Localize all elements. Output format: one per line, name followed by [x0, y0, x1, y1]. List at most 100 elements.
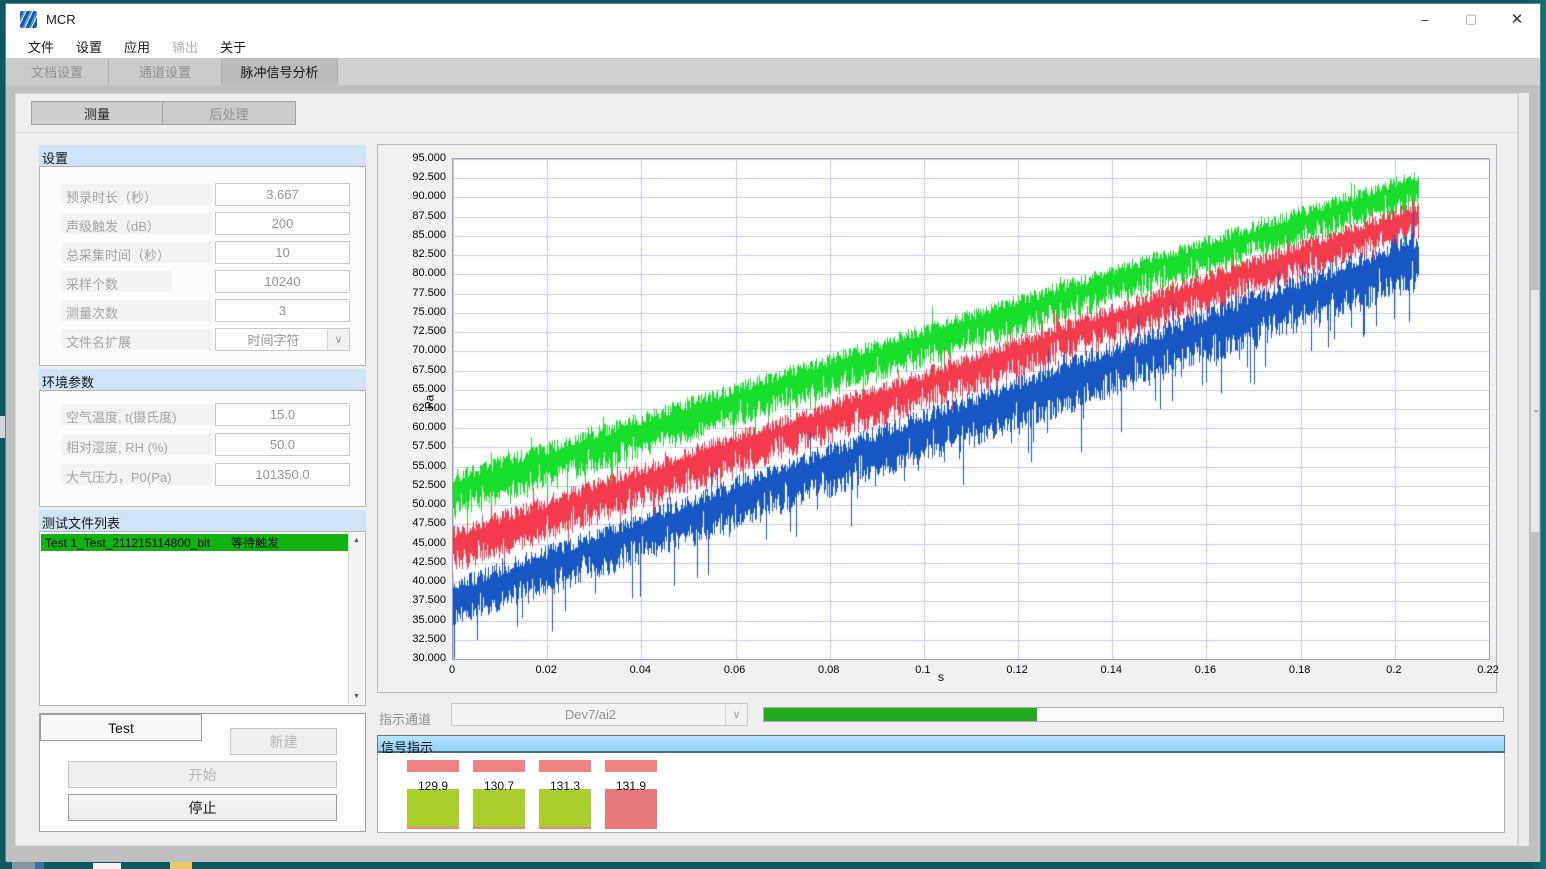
signal-strip-4	[605, 760, 657, 772]
tab-channel-settings[interactable]: 通道设置	[109, 58, 222, 85]
y-tick-label: 90.000	[412, 190, 446, 203]
field-input-pressure[interactable]: 101350.0	[215, 463, 350, 486]
y-tick-label: 40.000	[412, 575, 446, 588]
x-axis-label: s	[938, 670, 944, 684]
test-name-input[interactable]: Test	[40, 714, 202, 741]
subtab-measure[interactable]: 测量	[31, 101, 162, 125]
tab-document-settings[interactable]: 文档设置	[6, 58, 109, 85]
signal-strip-1	[407, 760, 459, 772]
y-tick-label: 52.500	[412, 478, 446, 491]
scroll-down-icon[interactable]: ▼	[353, 693, 360, 700]
progress-bar	[763, 707, 1504, 722]
y-tick-label: 45.000	[412, 536, 446, 549]
field-label-air-temp: 空气温度, t(摄氏度)	[62, 404, 227, 425]
close-button[interactable]: ✕	[1510, 11, 1524, 28]
tab-pulse-signal-analysis[interactable]: 脉冲信号分析	[222, 58, 338, 85]
x-tick-label: 0	[448, 664, 456, 676]
x-tick-label: 0.18	[1288, 664, 1311, 676]
signal-value-4: 131.9	[615, 779, 647, 793]
file-list-row[interactable]: Test 1_Test_211215114800_blt 等待触发	[41, 534, 348, 551]
content-right-strip	[1518, 93, 1529, 846]
field-dropdown-filename-ext[interactable]: 时间字符 ∨	[215, 328, 350, 351]
file-status: 等待触发	[231, 536, 280, 550]
waveform-plot[interactable]	[452, 158, 1490, 660]
settings-header: 设置	[39, 145, 366, 166]
field-input-level-trigger[interactable]: 200	[215, 212, 350, 235]
dropdown-value: 时间字符	[247, 333, 300, 348]
environment-header: 环境参数	[39, 369, 366, 390]
desktop-fragment	[0, 416, 5, 438]
x-tick-label: 0.1	[915, 664, 931, 676]
tab-strip: 文档设置 通道设置 脉冲信号分析	[6, 58, 1540, 85]
signal-value-1: 129.9	[417, 779, 449, 793]
y-tick-label: 57.500	[412, 440, 446, 453]
subtab-postprocess[interactable]: 后处理	[162, 101, 296, 125]
field-label-humidity: 相对湿度, RH (%)	[62, 434, 212, 455]
y-tick-label: 70.000	[412, 344, 446, 357]
pane-collapse-handle[interactable]: ‹	[1530, 289, 1540, 533]
maximize-button[interactable]: ▢	[1464, 11, 1478, 26]
controls-box: Test 新建 开始 停止	[39, 713, 366, 832]
y-tick-label: 37.500	[412, 594, 446, 607]
x-tick-label: 0.02	[535, 664, 557, 676]
file-list-header: 测试文件列表	[39, 510, 366, 531]
menu-about[interactable]: 关于	[220, 39, 247, 55]
start-button: 开始	[68, 761, 337, 788]
waveform-canvas	[453, 159, 1489, 659]
x-tick-label: 0.08	[818, 664, 840, 676]
menu-apply[interactable]: 应用	[124, 39, 151, 55]
menu-output: 输出	[172, 39, 199, 55]
signal-panel-body: 129.9 130.7 131.3 131.9	[377, 753, 1505, 833]
chevron-down-icon: ∨	[725, 704, 747, 725]
y-tick-label: 75.000	[412, 305, 446, 318]
chart-panel: Pa s 95.000 92.500 90.000 87.500 85.000 82.50…	[377, 144, 1499, 693]
x-tick-label: 0.04	[629, 664, 652, 676]
field-label-level-trigger: 声级触发（dB）	[62, 213, 212, 234]
desktop-fragment	[35, 862, 44, 869]
indicator-channel-label: 指示通道	[379, 712, 432, 727]
menu-bar: 文件 设置 应用 输出 关于	[6, 34, 1540, 58]
y-tick-label: 80.000	[412, 267, 446, 280]
y-tick-label: 42.500	[412, 555, 446, 568]
stop-button[interactable]: 停止	[68, 794, 337, 821]
field-input-air-temp[interactable]: 15.0	[215, 403, 350, 426]
field-input-prerecord[interactable]: 3.667	[215, 183, 350, 206]
y-tick-label: 67.500	[412, 363, 446, 376]
x-tick-label: 0.22	[1477, 664, 1499, 676]
field-input-humidity[interactable]: 50.0	[215, 433, 350, 456]
signal-value-2: 130.7	[483, 779, 515, 793]
x-tick-label: 0.2	[1386, 664, 1402, 676]
title-bar[interactable]: MCR – ▢ ✕	[6, 4, 1540, 34]
y-tick-label: 50.000	[412, 498, 446, 511]
file-name: Test 1_Test_211215114800_blt	[45, 535, 211, 550]
indicator-channel-dropdown[interactable]: Dev7/ai2 ∨	[451, 703, 748, 726]
scroll-up-icon[interactable]: ▲	[353, 537, 360, 544]
field-label-total-time: 总采集时间（秒）	[62, 242, 212, 263]
field-input-samples[interactable]: 10240	[215, 270, 350, 293]
field-input-measure-count[interactable]: 3	[215, 299, 350, 322]
file-list-scrollbar[interactable]: ▲ ▼	[348, 533, 364, 704]
x-tick-label: 0.14	[1100, 664, 1122, 676]
test-file-list[interactable]: Test 1_Test_211215114800_blt 等待触发 ▲ ▼	[39, 531, 366, 706]
signal-square-2	[473, 789, 525, 829]
field-input-total-time[interactable]: 10	[215, 241, 350, 264]
field-label-pressure: 大气压力，P0(Pa)	[62, 464, 212, 485]
signal-square-4	[605, 789, 657, 829]
signal-square-3	[539, 789, 591, 829]
y-tick-label: 62.500	[412, 402, 446, 414]
minimize-button[interactable]: –	[1421, 11, 1429, 27]
new-button: 新建	[230, 728, 337, 755]
signal-square-1	[407, 789, 459, 829]
y-tick-label: 82.500	[412, 248, 446, 261]
progress-fill	[764, 708, 1038, 721]
signal-strip-2	[473, 760, 525, 772]
y-tick-label: 35.000	[412, 613, 446, 626]
menu-file[interactable]: 文件	[28, 39, 55, 55]
y-tick-label: 55.000	[412, 459, 446, 472]
field-label-samples: 采样个数	[62, 271, 172, 292]
desktop-fragment	[12, 862, 42, 869]
window-title: MCR	[46, 12, 76, 27]
menu-settings[interactable]: 设置	[76, 39, 103, 55]
x-tick-label: 0.06	[723, 664, 746, 676]
y-tick-label: 65.000	[412, 382, 446, 395]
